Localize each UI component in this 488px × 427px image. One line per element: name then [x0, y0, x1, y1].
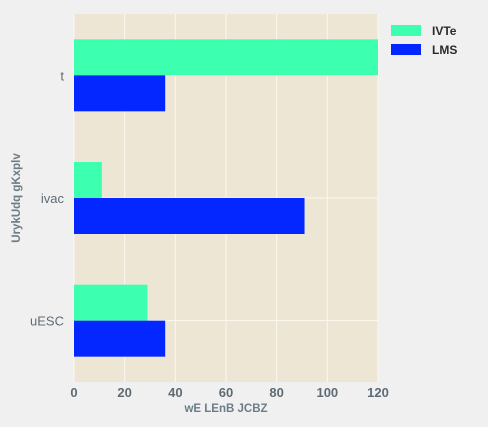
- legend-swatch-lms: [391, 44, 421, 55]
- x-tick-labels: 0 20 40 60 80 100 120: [70, 385, 388, 400]
- x-tick-label: 100: [316, 385, 338, 400]
- y-tick-labels: t ivac uESC: [30, 68, 64, 328]
- bars: [74, 39, 378, 357]
- bar-ivte-ivac: [74, 162, 102, 198]
- x-tick-label: 120: [367, 385, 389, 400]
- legend: IVTe LMS: [391, 24, 457, 57]
- y-tick-label: uESC: [30, 314, 64, 329]
- legend-label-ivte: IVTe: [432, 24, 457, 38]
- bar-ivte-t: [74, 39, 378, 76]
- y-tick-label: ivac: [41, 191, 65, 206]
- bar-lms-uesc: [74, 320, 166, 357]
- y-tick-label: t: [60, 68, 64, 83]
- y-axis-title: UrykUdq gKxplv: [11, 153, 23, 243]
- legend-label-lms: LMS: [432, 43, 457, 57]
- legend-swatch-ivte: [391, 25, 421, 36]
- x-tick-label: 0: [70, 385, 77, 400]
- x-tick-label: 40: [168, 385, 182, 400]
- bar-lms-t: [74, 75, 166, 112]
- bar-ivte-uesc: [74, 284, 148, 321]
- bar-lms-ivac: [74, 198, 305, 234]
- x-tick-label: 20: [117, 385, 131, 400]
- x-tick-label: 60: [219, 385, 233, 400]
- x-axis-title: wE LEnB JCBZ: [183, 403, 267, 415]
- x-tick-label: 80: [269, 385, 283, 400]
